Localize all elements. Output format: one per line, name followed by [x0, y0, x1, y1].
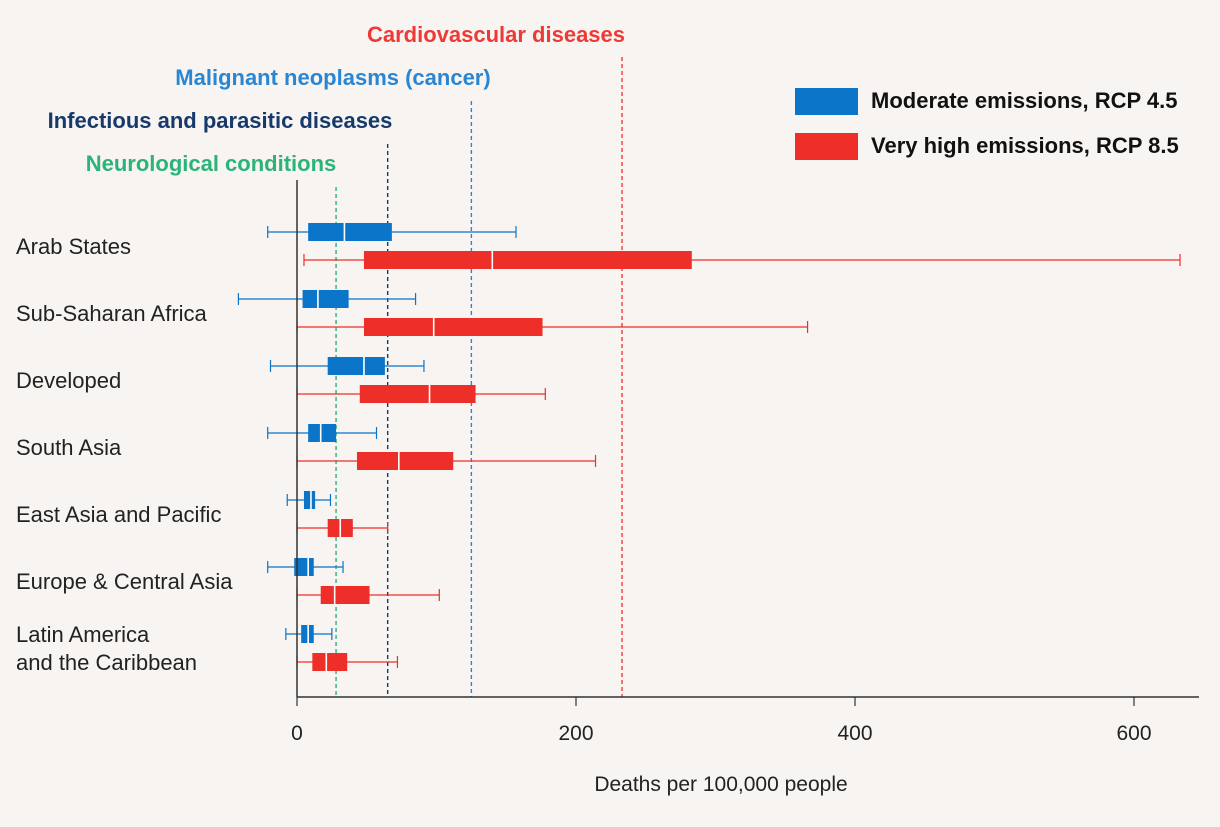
category-label: Developed — [16, 368, 121, 393]
box-very-high-3 — [296, 452, 597, 470]
iqr-box — [303, 491, 316, 509]
box-moderate-6 — [285, 625, 333, 643]
iqr-box — [312, 653, 348, 671]
category-labels-group: Arab States Sub-Saharan Africa Developed So… — [16, 234, 233, 675]
legend-label-0: Moderate emissions, RCP 4.5 — [871, 88, 1178, 113]
iqr-box — [359, 385, 476, 403]
iqr-box — [356, 452, 454, 470]
legend-swatch-0 — [795, 88, 858, 115]
reference-line-label-3: Neurological conditions — [86, 151, 337, 176]
category-label: East Asia and Pacific — [16, 502, 221, 527]
box-moderate-3 — [267, 424, 378, 442]
reference-line-label-1: Malignant neoplasms (cancer) — [175, 65, 490, 90]
x-tick-label: 0 — [291, 722, 303, 745]
box-moderate-0 — [267, 223, 517, 241]
legend: Moderate emissions, RCP 4.5 Very high emi… — [795, 88, 1179, 160]
legend-label-1: Very high emissions, RCP 8.5 — [871, 133, 1179, 158]
iqr-box — [363, 251, 692, 269]
category-label: Arab States — [16, 234, 131, 259]
category-label: Latin America — [16, 622, 150, 647]
iqr-box — [302, 290, 349, 308]
iqr-box — [308, 424, 337, 442]
x-tick-label: 400 — [837, 722, 872, 745]
axes-group: 0 200 400 600 — [291, 180, 1199, 745]
legend-swatch-1 — [795, 133, 858, 160]
box-moderate-1 — [237, 290, 417, 308]
x-tick-label: 600 — [1116, 722, 1151, 745]
box-very-high-6 — [296, 653, 399, 671]
box-moderate-2 — [269, 357, 425, 375]
reference-line-label-2: Infectious and parasitic diseases — [48, 108, 393, 133]
box-plots-group — [237, 223, 1181, 671]
x-axis-title: Deaths per 100,000 people — [594, 773, 847, 796]
box-moderate-4 — [286, 491, 332, 509]
category-label: Sub-Saharan Africa — [16, 301, 208, 326]
x-tick-label: 200 — [558, 722, 593, 745]
category-label: Europe & Central Asia — [16, 569, 233, 594]
iqr-box — [363, 318, 543, 336]
box-moderate-5 — [267, 558, 344, 576]
box-very-high-0 — [303, 251, 1181, 269]
iqr-box — [320, 586, 370, 604]
iqr-box — [308, 223, 392, 241]
category-label: and the Caribbean — [16, 650, 197, 675]
box-very-high-2 — [296, 385, 546, 403]
box-very-high-4 — [296, 519, 389, 537]
iqr-box — [327, 357, 385, 375]
reference-line-label-0: Cardiovascular diseases — [367, 22, 625, 47]
category-label: South Asia — [16, 435, 122, 460]
box-very-high-1 — [296, 318, 809, 336]
reference-lines-group: Cardiovascular diseases Malignant neoplas… — [48, 22, 625, 697]
box-very-high-5 — [296, 586, 440, 604]
